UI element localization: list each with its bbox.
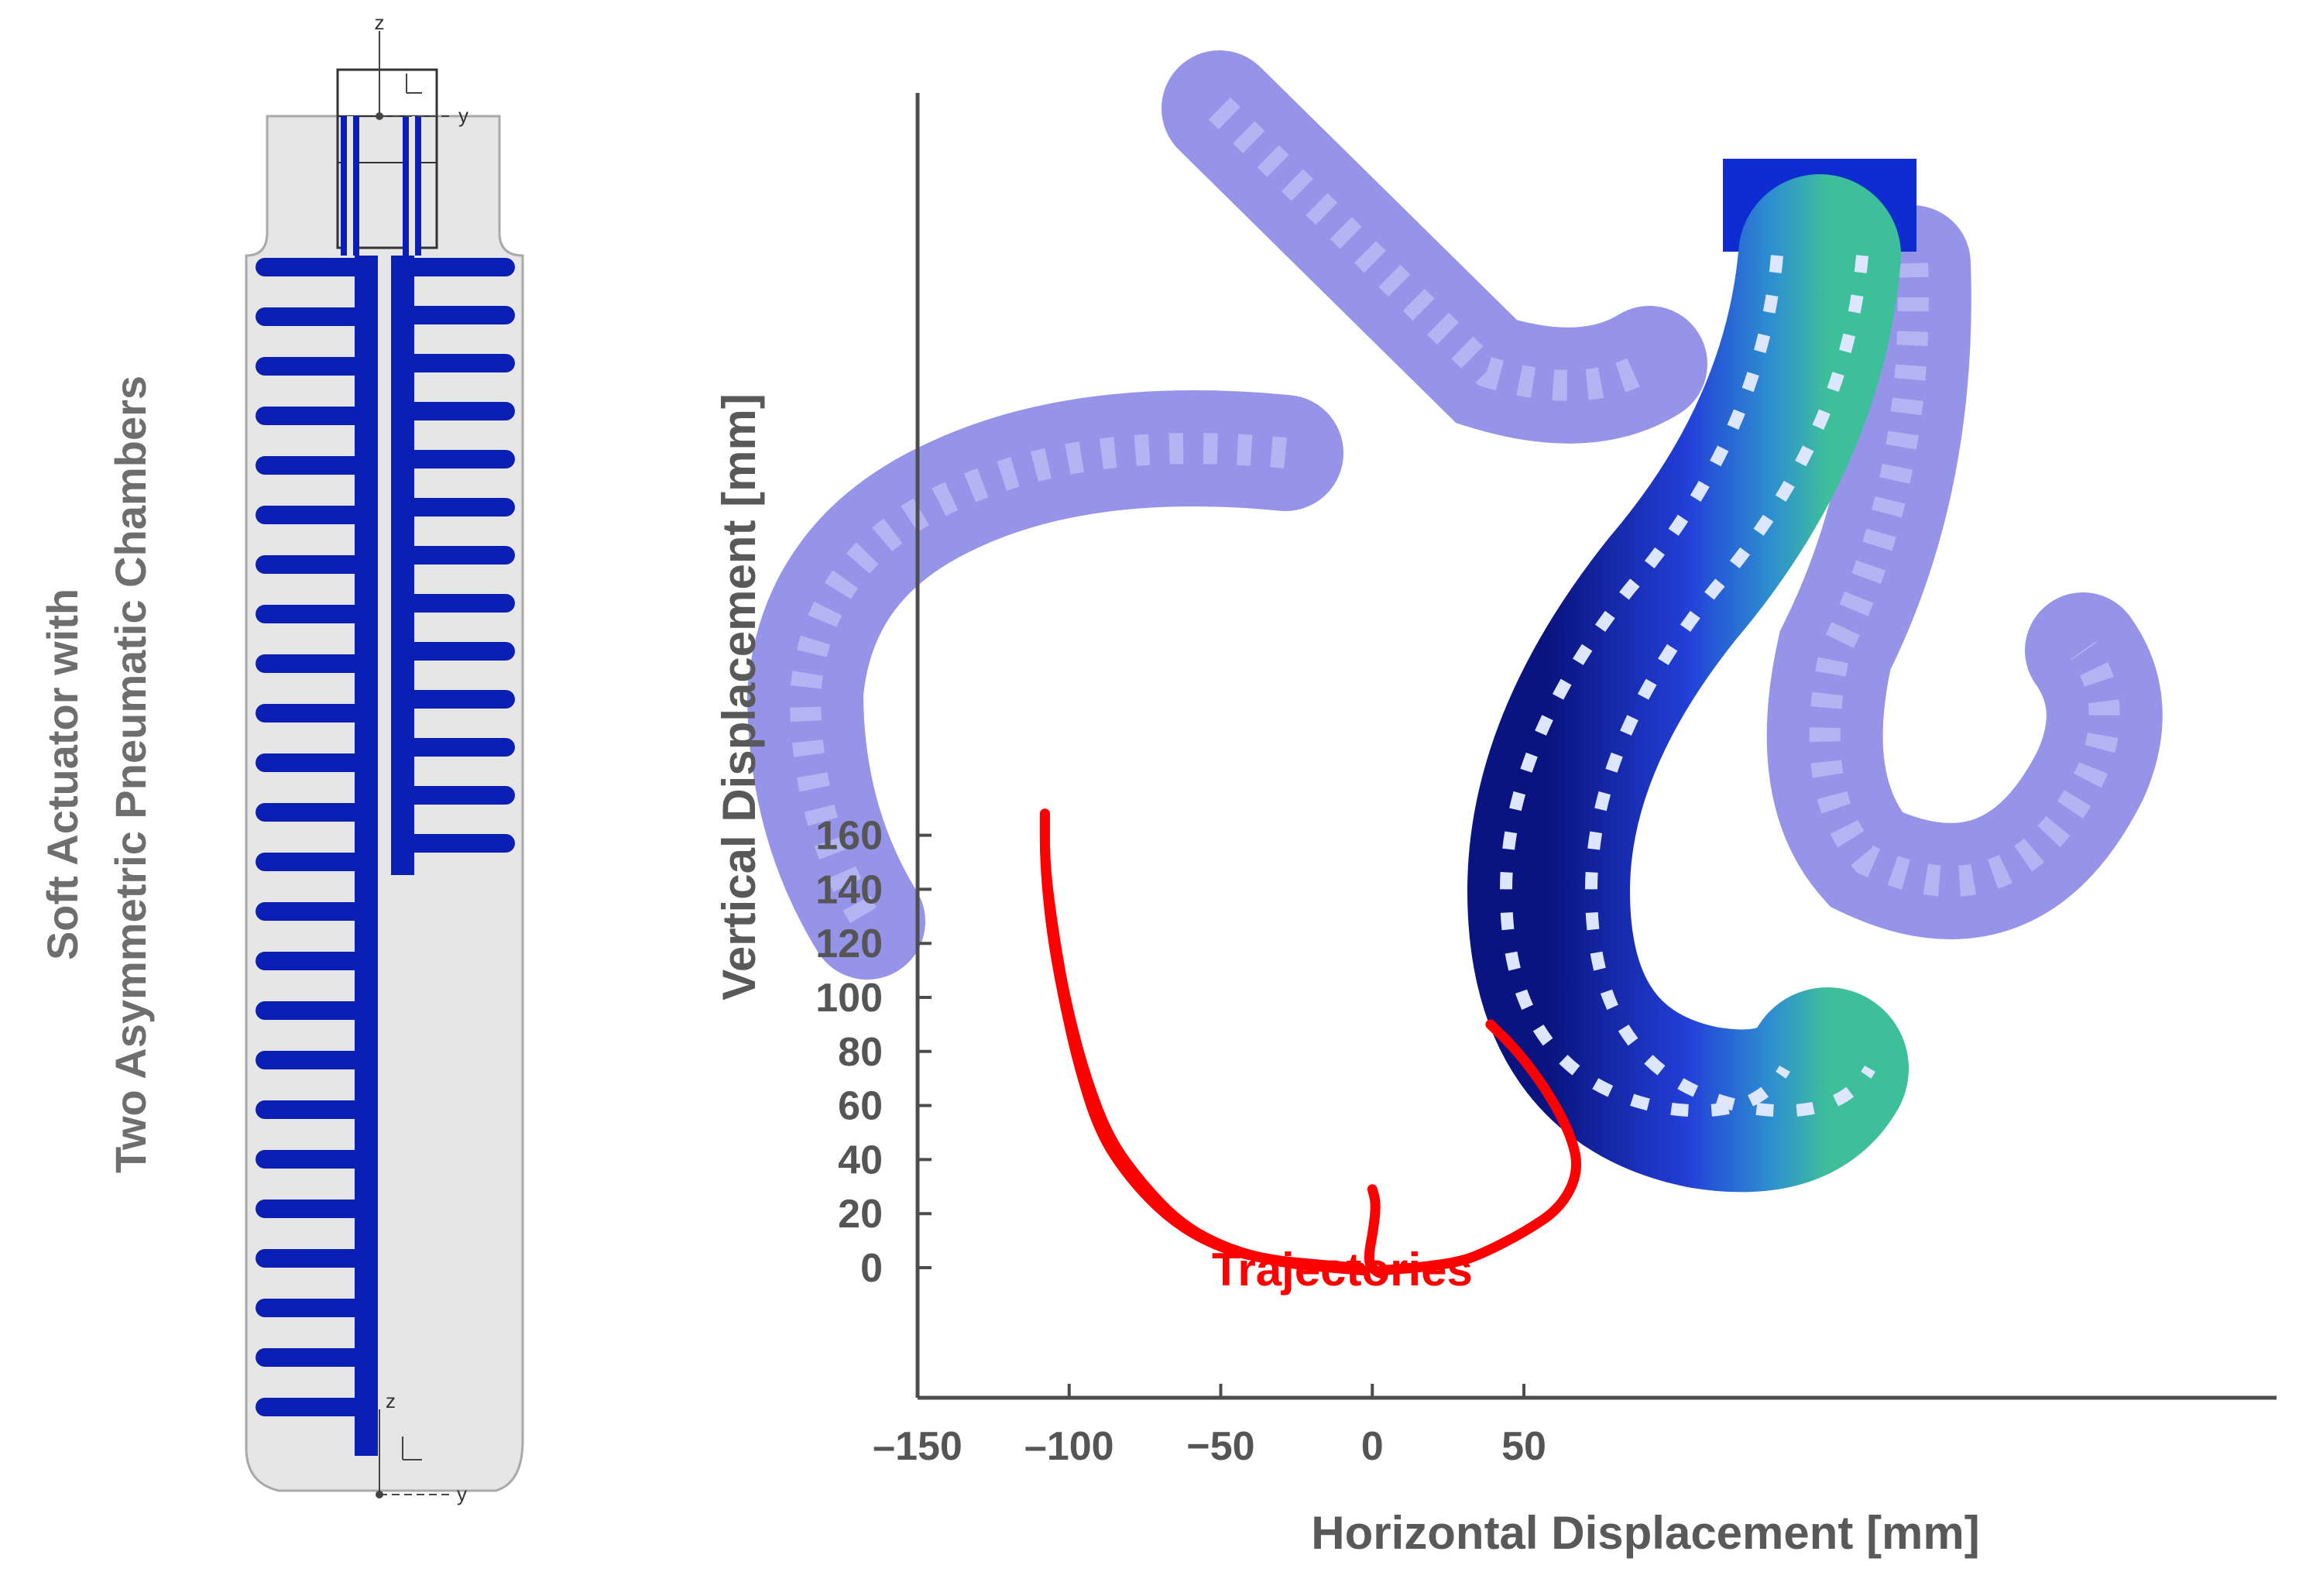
y-tick-label: 60	[838, 1084, 883, 1129]
bellow-finger-left	[256, 456, 368, 475]
top-coordinate-axes	[376, 31, 449, 120]
trajectory-line-3	[1376, 1019, 1582, 1275]
x-tick-label: –100	[1024, 1424, 1114, 1469]
upper-left-straight-actuator	[1162, 50, 1707, 444]
bellow-finger-right	[403, 786, 515, 805]
bellow-finger-left	[256, 605, 368, 623]
y-axis-title: Vertical Displacement [mm]	[713, 393, 765, 1001]
bellow-finger-left	[256, 506, 368, 524]
left-chamber-bellows	[256, 258, 368, 1416]
bellow-finger-right	[403, 402, 515, 420]
bellow-finger-right	[403, 258, 515, 276]
y-tick-label: 100	[815, 976, 883, 1021]
bellow-finger-left	[256, 654, 368, 673]
bellow-finger-right	[403, 546, 515, 565]
y-tick-label: 80	[838, 1030, 883, 1075]
y-tick-label: 0	[860, 1246, 883, 1291]
top-y-label: y	[458, 104, 468, 127]
bellow-finger-left	[256, 1398, 368, 1416]
fea-deformed-actuator	[1467, 159, 1916, 1193]
actuator-schematic: z y z y	[245, 11, 524, 1505]
bellow-finger-right	[403, 354, 515, 372]
bottom-y-label: y	[457, 1482, 467, 1505]
top-z-label: z	[375, 11, 385, 34]
bellow-finger-left	[256, 853, 368, 871]
bellow-finger-left	[256, 952, 368, 970]
deformed-shapes	[746, 50, 2163, 1193]
y-tick-label: 140	[815, 867, 883, 912]
x-tick-label: –150	[873, 1424, 962, 1469]
bellow-finger-right	[403, 690, 515, 709]
trajectory-series	[1039, 808, 1582, 1279]
bellow-finger-right	[403, 450, 515, 469]
x-axis-ticks: –150 –100 −50 0 50	[873, 1384, 1546, 1469]
trajectories-annotation: Trajectories	[1212, 1244, 1473, 1296]
trajectory-line-4	[1364, 1184, 1387, 1279]
x-tick-label: −50	[1186, 1424, 1254, 1469]
x-tick-label: 50	[1501, 1424, 1546, 1469]
bellow-finger-right	[403, 642, 515, 661]
x-axis-title: Horizontal Displacement [mm]	[1311, 1507, 1979, 1559]
x-tick-label: 0	[1361, 1424, 1384, 1469]
bellow-finger-left	[256, 407, 368, 425]
bellow-finger-left	[256, 753, 368, 772]
right-chamber-channel	[391, 256, 414, 875]
bellow-finger-left	[256, 1299, 368, 1317]
side-title: Soft Actuator with Two Asymmetric Pneuma…	[38, 376, 155, 1173]
y-axis-ticks: 0 20 40 60 80 100 120 140 160	[815, 814, 932, 1291]
bottom-z-label: z	[386, 1389, 396, 1412]
bellow-finger-left	[256, 704, 368, 722]
bellow-finger-right	[403, 306, 515, 324]
y-tick-label: 160	[815, 814, 883, 859]
y-tick-label: 40	[838, 1138, 883, 1182]
side-title-line2: Two Asymmetric Pneumatic Chambers	[106, 376, 155, 1173]
trajectory-line-1	[1039, 808, 1366, 1273]
bellow-finger-right	[403, 738, 515, 757]
bellow-finger-left	[256, 258, 368, 276]
bellow-finger-right	[403, 594, 515, 613]
bellow-finger-left	[256, 1001, 368, 1020]
side-title-line1: Soft Actuator with	[38, 589, 87, 960]
y-tick-label: 120	[815, 922, 883, 966]
bellow-finger-left	[256, 555, 368, 574]
bellow-finger-left	[256, 1249, 368, 1268]
bellow-finger-left	[256, 357, 368, 376]
bellow-finger-left	[256, 1100, 368, 1119]
bellow-finger-right	[403, 498, 515, 517]
left-bent-actuator	[746, 390, 1343, 980]
chart-area: –150 –100 −50 0 50 0 20 40 60 80 100 120 140 160 Hor…	[713, 93, 2277, 1559]
bellow-finger-left	[256, 902, 368, 921]
bellow-finger-left	[256, 803, 368, 822]
bellow-finger-left	[256, 1051, 368, 1069]
right-bent-actuator	[1766, 205, 2163, 939]
bellow-finger-left	[256, 1200, 368, 1218]
trajectory-line-2	[1039, 808, 1368, 1275]
inlet-coupling	[336, 68, 438, 256]
bellow-finger-right	[403, 834, 515, 853]
bellow-finger-left	[256, 1348, 368, 1367]
right-chamber-bellows	[403, 258, 515, 853]
y-tick-label: 20	[838, 1192, 883, 1237]
bellow-finger-left	[256, 307, 368, 326]
bellow-finger-left	[256, 1150, 368, 1169]
bottom-coordinate-axes	[376, 1409, 449, 1498]
